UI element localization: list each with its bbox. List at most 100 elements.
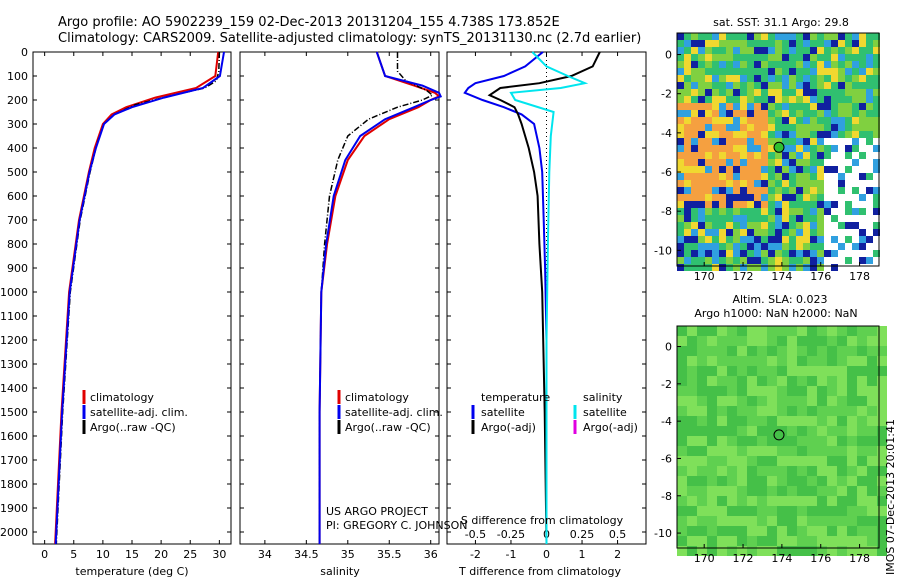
- sla-cell: [777, 326, 787, 336]
- sst-cell: [817, 68, 824, 75]
- sst-cell: [852, 47, 859, 54]
- sst-cell: [866, 47, 873, 54]
- sst-cell: [747, 236, 754, 243]
- sla-cell: [777, 506, 787, 516]
- sst-cell: [691, 47, 698, 54]
- sst-cell: [866, 166, 873, 173]
- sla-cell: [877, 386, 887, 396]
- sla-cell: [807, 456, 817, 466]
- sst-cell: [698, 75, 705, 82]
- sst-cell: [747, 264, 754, 271]
- sla-cell: [797, 476, 807, 486]
- sst-cell: [817, 236, 824, 243]
- sla-cell: [707, 456, 717, 466]
- xtick-label: 34.5: [294, 548, 319, 561]
- sst-cell: [817, 152, 824, 159]
- xtick-label: 2: [614, 548, 621, 561]
- sla-cell: [727, 446, 737, 456]
- sla-cell: [757, 496, 767, 506]
- sst-cell: [824, 68, 831, 75]
- sla-cell: [717, 326, 727, 336]
- sla-cell: [707, 516, 717, 526]
- sst-cell: [754, 96, 761, 103]
- sst-cell: [768, 117, 775, 124]
- sst-cell: [691, 40, 698, 47]
- sst-cell: [859, 194, 866, 201]
- sst-cell: [768, 47, 775, 54]
- sst-cell: [712, 33, 719, 40]
- sst-cell: [796, 117, 803, 124]
- sla-cell: [697, 516, 707, 526]
- sst-cell: [789, 61, 796, 68]
- sla-cell: [827, 326, 837, 336]
- sst-cell: [705, 257, 712, 264]
- sla-cell: [747, 336, 757, 346]
- sst-cell: [747, 257, 754, 264]
- sla-cell: [857, 496, 867, 506]
- sla-cell: [727, 436, 737, 446]
- temperature-climatology-line: [54, 51, 220, 545]
- sst-cell: [817, 222, 824, 229]
- sst-cell: [852, 124, 859, 131]
- sst-cell: [719, 187, 726, 194]
- sla-cell: [807, 366, 817, 376]
- sst-cell: [817, 96, 824, 103]
- sst-cell: [838, 117, 845, 124]
- sst-cell: [838, 250, 845, 257]
- sst-cell: [726, 229, 733, 236]
- sla-cell: [797, 346, 807, 356]
- sla-cell: [817, 406, 827, 416]
- sla-cell: [687, 346, 697, 356]
- xtick-label: 20: [154, 548, 168, 561]
- sst-cell: [705, 159, 712, 166]
- sst-cell: [712, 145, 719, 152]
- sla-cell: [867, 416, 877, 426]
- sla-cell: [847, 396, 857, 406]
- sst-cell: [691, 68, 698, 75]
- sst-cell: [789, 166, 796, 173]
- sla-map-frame: [676, 325, 880, 549]
- sst-cell: [810, 173, 817, 180]
- sst-cell: [719, 243, 726, 250]
- sla-cell: [797, 516, 807, 526]
- sst-cell: [852, 117, 859, 124]
- sst-cell: [873, 159, 880, 166]
- sst-cell: [817, 124, 824, 131]
- sst-cell: [705, 222, 712, 229]
- sst-cell: [817, 54, 824, 61]
- sst-cell: [747, 82, 754, 89]
- sst-cell: [831, 194, 838, 201]
- sst-cell: [677, 180, 684, 187]
- sla-cell: [707, 486, 717, 496]
- sla-cell: [877, 526, 887, 536]
- sst-cell: [810, 61, 817, 68]
- sst-cell: [684, 159, 691, 166]
- sst-cell: [866, 257, 873, 264]
- sst-cell: [782, 166, 789, 173]
- sst-cell: [873, 236, 880, 243]
- sst-cell: [719, 215, 726, 222]
- sla-cell: [847, 516, 857, 526]
- sla-cell: [687, 396, 697, 406]
- sst-cell: [824, 145, 831, 152]
- map-ytick-label: -6: [661, 452, 672, 465]
- sst-cell: [852, 201, 859, 208]
- sla-cell: [827, 356, 837, 366]
- sla-cell: [717, 426, 727, 436]
- sst-cell: [754, 173, 761, 180]
- sla-cell: [867, 546, 877, 556]
- sla-cell: [697, 436, 707, 446]
- sst-cell: [796, 166, 803, 173]
- sst-cell: [838, 54, 845, 61]
- sst-cell: [698, 243, 705, 250]
- sst-cell: [733, 236, 740, 243]
- sst-cell: [726, 243, 733, 250]
- sst-cell: [698, 117, 705, 124]
- sst-cell: [698, 264, 705, 271]
- sla-cell: [687, 406, 697, 416]
- sst-cell: [845, 54, 852, 61]
- sla-float-marker: [773, 429, 785, 441]
- sst-cell: [677, 75, 684, 82]
- sla-cell: [827, 476, 837, 486]
- sst-cell: [824, 194, 831, 201]
